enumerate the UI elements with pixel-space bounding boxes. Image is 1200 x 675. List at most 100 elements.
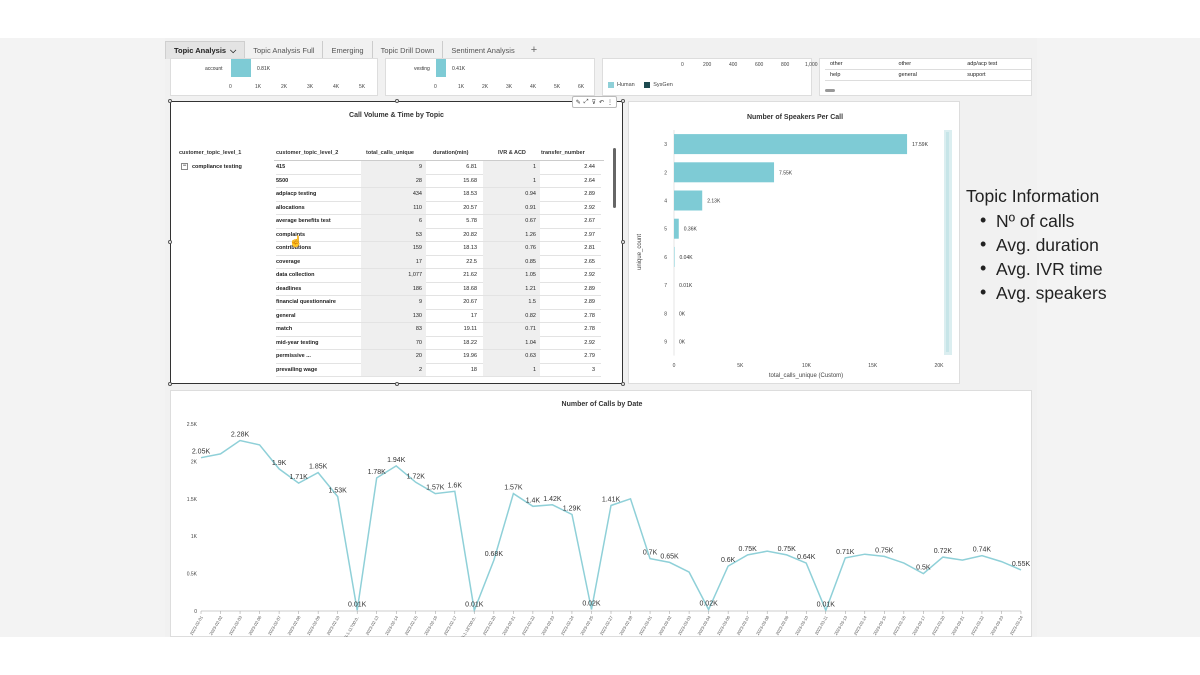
value-cell: 18 [470,366,477,373]
vertical-scrollbar[interactable] [613,148,616,208]
tab-label: Topic Drill Down [380,45,435,55]
value-cell: 20.67 [463,299,477,306]
mini-row-label: vesting [414,66,430,72]
collapse-icon[interactable]: − [181,163,188,170]
chevron-down-icon[interactable]: ⌵ [230,45,237,55]
calls-by-date-visual[interactable]: Number of Calls by Date 0 0.5K 1K 1.5K 2K 2.5K… [170,390,1032,637]
table-row[interactable]: adp/acp testing 434 18.53 0.94 2.89 [276,187,601,202]
table-row[interactable]: prevailing wage 2 18 1 3 [276,363,601,377]
table-row[interactable]: mid-year testing 70 18.22 1.04 2.92 [276,336,601,350]
visual-toolbar: ✎ ⤢ ⊽ ↶ ⋮ [571,96,617,108]
column-header-transfer[interactable]: transfer_number [541,150,585,156]
column-header-level-2[interactable]: customer_topic_level_2 [276,150,339,156]
x-tick-label: 2023-03-17 [911,614,926,636]
x-tick-label: 2023-03-04 [696,614,711,636]
table-row[interactable]: 415 9 6.81 1 2.44 [276,160,601,175]
topic-name-cell: general [276,312,296,319]
table-row[interactable]: 5500 28 15.68 1 2.64 [276,174,601,188]
topic-name-cell: contributions [276,245,312,252]
data-label: 0.6K [721,557,736,564]
resize-handle[interactable] [621,99,625,103]
value-cell: 83 [361,322,426,336]
filter-icon[interactable]: ⊽ [591,99,596,106]
horizontal-scrollbar[interactable] [825,89,835,92]
more-options-icon[interactable]: ⋮ [607,99,613,106]
column-header-level-1[interactable]: customer_topic_level_1 [179,150,242,156]
mini-bar [436,59,446,77]
table-row[interactable]: deadlines 186 18.68 1.21 2.89 [276,282,601,296]
top-mini-table[interactable]: other other adp/acp test help general su… [819,58,1032,96]
x-tick-label: 2023-02-17 [443,614,458,636]
y-tick-label: 9 [664,340,667,346]
speakers-chart: Number of Speakers Per Call 3 17.59K 2 7.55K… [637,114,952,379]
resize-handle[interactable] [621,240,625,244]
tab-topic-analysis[interactable]: Topic Analysis ⌵ [165,41,246,59]
tick-label: 4K [530,84,537,90]
resize-handle[interactable] [621,382,625,386]
y-tick-label: 2.5K [187,422,198,428]
x-tick-label: 2023-02-15 [404,614,419,636]
x-tick-label: 20K [935,363,945,369]
group-level-1[interactable]: − compliance testing [181,163,242,170]
tab-sentiment-analysis[interactable]: Sentiment Analysis [443,41,522,59]
resize-handle[interactable] [395,99,399,103]
value-cell: 17 [361,255,426,269]
tick-label: 200 [703,62,712,68]
tab-topic-drill-down[interactable]: Topic Drill Down [373,41,444,59]
table-row[interactable]: financial questionnaire 9 20.67 1.5 2.89 [276,295,601,310]
edit-icon[interactable]: ✎ [575,99,581,106]
legend-item-human[interactable]: Human [608,82,635,88]
topic-name-cell: match [276,326,293,333]
bar [674,162,775,183]
column-header-total-calls[interactable]: total_calls_unique [366,150,414,156]
value-cell: 0.63 [483,349,540,363]
table-row[interactable]: data collection 1,077 21.62 1.05 2.92 [276,268,601,283]
table-row[interactable]: allocations 110 20.57 0.91 2.92 [276,201,601,215]
resize-handle[interactable] [168,382,172,386]
table-row[interactable]: complaints 53 20.82 1.26 2.97 [276,228,601,242]
table-row[interactable]: coverage 17 22.5 0.85 2.65 [276,255,601,269]
legend-label: SysGen [653,82,673,89]
speakers-chart-visual[interactable]: Number of Speakers Per Call 3 17.59K 2 7.55K… [628,101,960,384]
table-row[interactable]: other other adp/acp test [825,59,1031,70]
legend-swatch [644,82,651,88]
top-mini-chart-2[interactable]: vesting 0.41K 0 1K 2K 3K 4K 5K 6K [385,58,595,96]
resize-handle[interactable] [168,240,172,244]
top-mini-chart-3[interactable]: 0 200 400 600 800 1,000 Human SysGen [602,58,818,96]
table-row[interactable]: average benefits test 6 5.78 0.67 2.67 [276,214,601,229]
data-label: 0K [679,340,686,346]
top-mini-chart-1[interactable]: account 0.81K 0 1K 2K 3K 4K 5K [170,58,378,96]
x-tick-label: 2023-03-15 [872,614,887,636]
value-cell: 0.71 [483,322,540,336]
pivot-body: 415 9 6.81 1 2.44 5500 28 15.68 1 2.64 adp/acp tes… [276,160,601,381]
tick-label: 5K [554,84,561,90]
add-tab-button[interactable]: + [530,44,538,56]
legend-item-sysgen[interactable]: SysGen [644,82,673,88]
value-cell: 2.44 [584,164,595,171]
table-row[interactable]: permissive ... 20 19.96 0.63 2.79 [276,349,601,364]
tab-emerging[interactable]: Emerging [323,41,373,59]
data-label: 0.02K [699,601,718,608]
call-volume-table-visual[interactable]: ✎ ⤢ ⊽ ↶ ⋮ Call Volume & Time by Topic cu… [168,96,625,386]
resize-handle[interactable] [395,382,399,386]
bar [674,218,679,239]
left-gutter [0,38,165,638]
column-header-ivr-acd[interactable]: IVR & ACD [498,150,526,156]
resize-handle[interactable] [168,99,172,103]
expand-icon[interactable]: ⤢ [583,98,589,105]
table-row[interactable]: help general support [825,69,1031,81]
x-tick-label: 5K [737,363,744,369]
data-label: 1.41K [602,497,621,504]
value-cell: 2.89 [584,299,595,306]
tab-topic-analysis-full[interactable]: Topic Analysis Full [245,41,324,59]
column-header-duration[interactable]: duration(min) [433,150,469,156]
x-tick-label: 2023-1-11T00:0.. [340,615,360,637]
value-cell: 18.13 [463,245,477,252]
table-row[interactable]: general 130 17 0.82 2.78 [276,309,601,323]
value-cell: 2.64 [584,177,595,184]
legend: Human SysGen [608,82,673,88]
table-row[interactable]: contributions 159 18.13 0.76 2.81 [276,241,601,256]
tick-label: 0 [229,84,232,90]
undo-icon[interactable]: ↶ [598,99,604,106]
table-row[interactable]: match 83 19.11 0.71 2.78 [276,322,601,337]
